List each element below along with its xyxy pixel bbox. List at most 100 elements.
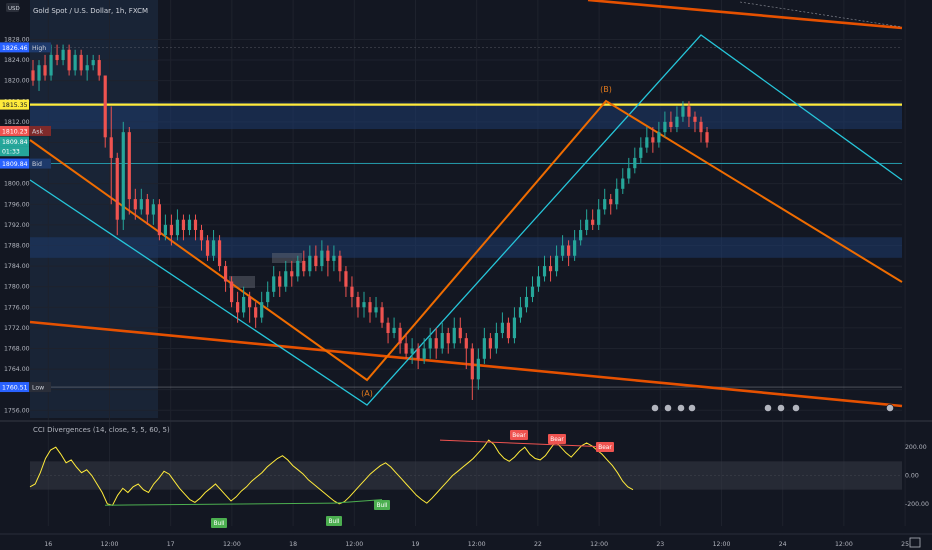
candle-body <box>675 116 679 128</box>
candle-body <box>639 147 643 158</box>
candle-body <box>482 338 486 359</box>
time-tick: 12:00 <box>101 541 119 548</box>
candle-body <box>699 121 703 133</box>
time-tick: 24 <box>779 541 787 548</box>
candle-body <box>320 250 324 267</box>
price-tag-box <box>0 42 29 53</box>
event-icon-2 <box>677 404 685 412</box>
time-tick: 23 <box>656 541 664 548</box>
candle-body <box>133 199 137 210</box>
candle-body <box>91 60 95 66</box>
price-tick: 1772.00 <box>4 325 30 332</box>
bear-divergence-line <box>439 439 613 448</box>
candle-body <box>223 266 228 282</box>
bull-label-text: Bull <box>214 521 225 527</box>
candle-body <box>591 219 595 225</box>
candle-body <box>609 199 613 205</box>
price-tick: 1780.00 <box>4 284 30 291</box>
grid-lines <box>30 0 906 526</box>
candle-body <box>633 157 637 169</box>
candle-body <box>145 199 149 215</box>
candle-body <box>494 333 498 349</box>
candle-body <box>169 224 174 236</box>
candle-body <box>278 276 282 287</box>
red-trend-upper <box>587 0 903 30</box>
grey-box-1 <box>229 276 255 288</box>
candle-body <box>37 65 41 81</box>
event-icon-7 <box>886 404 894 412</box>
candle-body <box>392 327 396 334</box>
price-tag-flag <box>29 42 51 53</box>
price-tag-box <box>0 136 29 147</box>
candle-body <box>115 157 119 220</box>
price-tag-2: 1810.23 Ask <box>0 125 51 136</box>
bear-label-text: Bear <box>512 433 526 439</box>
candle-body <box>567 245 571 256</box>
candle-body <box>175 219 180 236</box>
candle-body <box>687 106 691 117</box>
candle-body <box>248 296 252 308</box>
candle-body <box>344 271 348 287</box>
candle-body <box>109 137 113 158</box>
candle-body <box>573 240 577 256</box>
candle-body <box>181 219 186 231</box>
grey-box-2 <box>272 253 302 263</box>
bear-label-box <box>596 442 614 452</box>
candle-body <box>506 322 511 339</box>
bull-label-text: Bull <box>329 519 340 525</box>
candle-body <box>518 307 523 318</box>
price-tag-1: 1815.35 <box>0 99 29 110</box>
price-tag-4: 01:33 <box>0 146 29 157</box>
candle-body <box>705 132 709 143</box>
candle-body <box>524 296 529 308</box>
candle-body <box>139 199 143 210</box>
candle-body <box>603 199 607 210</box>
candle-body <box>217 240 222 267</box>
price-tag-box <box>0 146 29 157</box>
price-tick: 1824.00 <box>4 57 30 64</box>
candle-body <box>302 260 306 272</box>
bear-label-1: Bear <box>548 434 566 444</box>
candle-body <box>121 132 125 220</box>
price-tick: 1776.00 <box>4 304 30 311</box>
bear-label-text: Bear <box>598 445 612 451</box>
candle-body <box>488 338 492 349</box>
lower-zone <box>30 237 902 258</box>
bull-divergence-line <box>104 502 335 506</box>
price-tag-0: 1826.46 High <box>0 42 51 53</box>
candle-body <box>157 204 161 236</box>
candle-body <box>236 302 240 313</box>
candle-body <box>193 219 198 231</box>
candle-body <box>560 245 565 256</box>
candle-body <box>229 281 234 303</box>
candle-body <box>326 250 330 261</box>
candle-body <box>693 116 697 122</box>
time-tick: 12:00 <box>713 541 731 548</box>
candle-body <box>85 65 89 71</box>
bull-label-0: Bull <box>211 518 227 528</box>
indicator-title: CCI Divergences (14, close, 5, 5, 60, 5) <box>33 426 170 434</box>
price-tick: 1820.00 <box>4 78 30 85</box>
time-tick: 16 <box>44 541 52 548</box>
candle-body <box>332 255 336 261</box>
candle-body <box>398 327 402 344</box>
price-tag-name: High <box>32 45 46 52</box>
candle-body <box>476 358 480 380</box>
event-icon-6 <box>792 404 800 412</box>
candle-body <box>284 271 288 287</box>
candle-body <box>428 338 432 349</box>
candle-body <box>290 271 294 277</box>
candle-body <box>651 137 655 143</box>
time-tick: 19 <box>412 541 420 548</box>
time-tick: 12:00 <box>345 541 363 548</box>
candle-body <box>308 255 312 272</box>
bear-label-box <box>510 430 528 440</box>
bull-label-box <box>326 516 342 526</box>
bull-label-text: Bull <box>377 503 388 509</box>
candle-body <box>199 230 204 241</box>
price-tag-flag <box>29 125 51 136</box>
candle-body <box>31 70 35 81</box>
candle-body <box>597 209 601 225</box>
time-tick: 12:00 <box>468 541 486 548</box>
